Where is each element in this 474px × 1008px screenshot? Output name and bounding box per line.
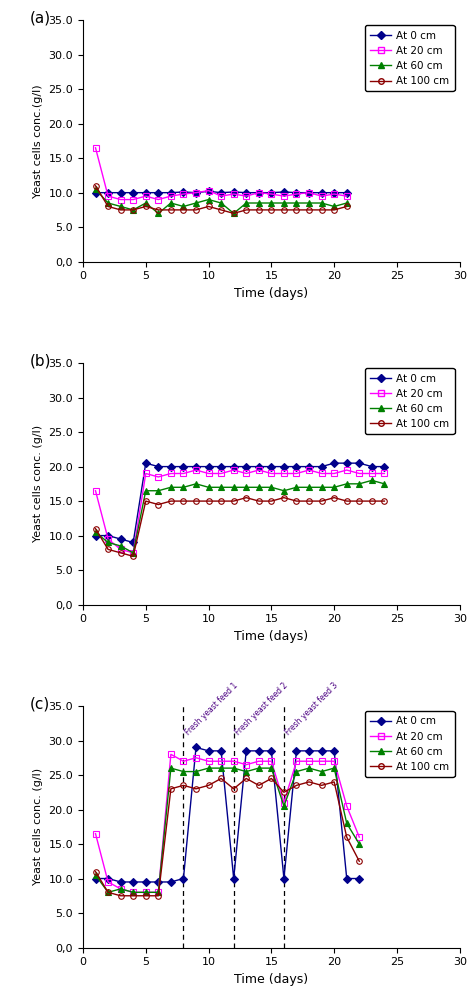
Text: (a): (a) bbox=[30, 10, 51, 25]
Y-axis label: Yeast cells conc.(g/l): Yeast cells conc.(g/l) bbox=[33, 84, 43, 198]
X-axis label: Time (days): Time (days) bbox=[234, 973, 309, 986]
Text: Fresh yeast feed 1: Fresh yeast feed 1 bbox=[183, 681, 239, 737]
Legend: At 0 cm, At 20 cm, At 60 cm, At 100 cm: At 0 cm, At 20 cm, At 60 cm, At 100 cm bbox=[365, 712, 455, 777]
Y-axis label: Yeast cells conc. (g/l): Yeast cells conc. (g/l) bbox=[33, 425, 43, 542]
X-axis label: Time (days): Time (days) bbox=[234, 630, 309, 643]
Text: Fresh yeast feed 3: Fresh yeast feed 3 bbox=[284, 681, 340, 737]
Text: (b): (b) bbox=[30, 354, 52, 369]
Text: (c): (c) bbox=[30, 697, 50, 712]
X-axis label: Time (days): Time (days) bbox=[234, 287, 309, 300]
Y-axis label: Yeast cells conc. (g/l): Yeast cells conc. (g/l) bbox=[33, 768, 43, 885]
Text: Fresh yeast feed 2: Fresh yeast feed 2 bbox=[234, 681, 290, 737]
Legend: At 0 cm, At 20 cm, At 60 cm, At 100 cm: At 0 cm, At 20 cm, At 60 cm, At 100 cm bbox=[365, 25, 455, 92]
Legend: At 0 cm, At 20 cm, At 60 cm, At 100 cm: At 0 cm, At 20 cm, At 60 cm, At 100 cm bbox=[365, 368, 455, 434]
